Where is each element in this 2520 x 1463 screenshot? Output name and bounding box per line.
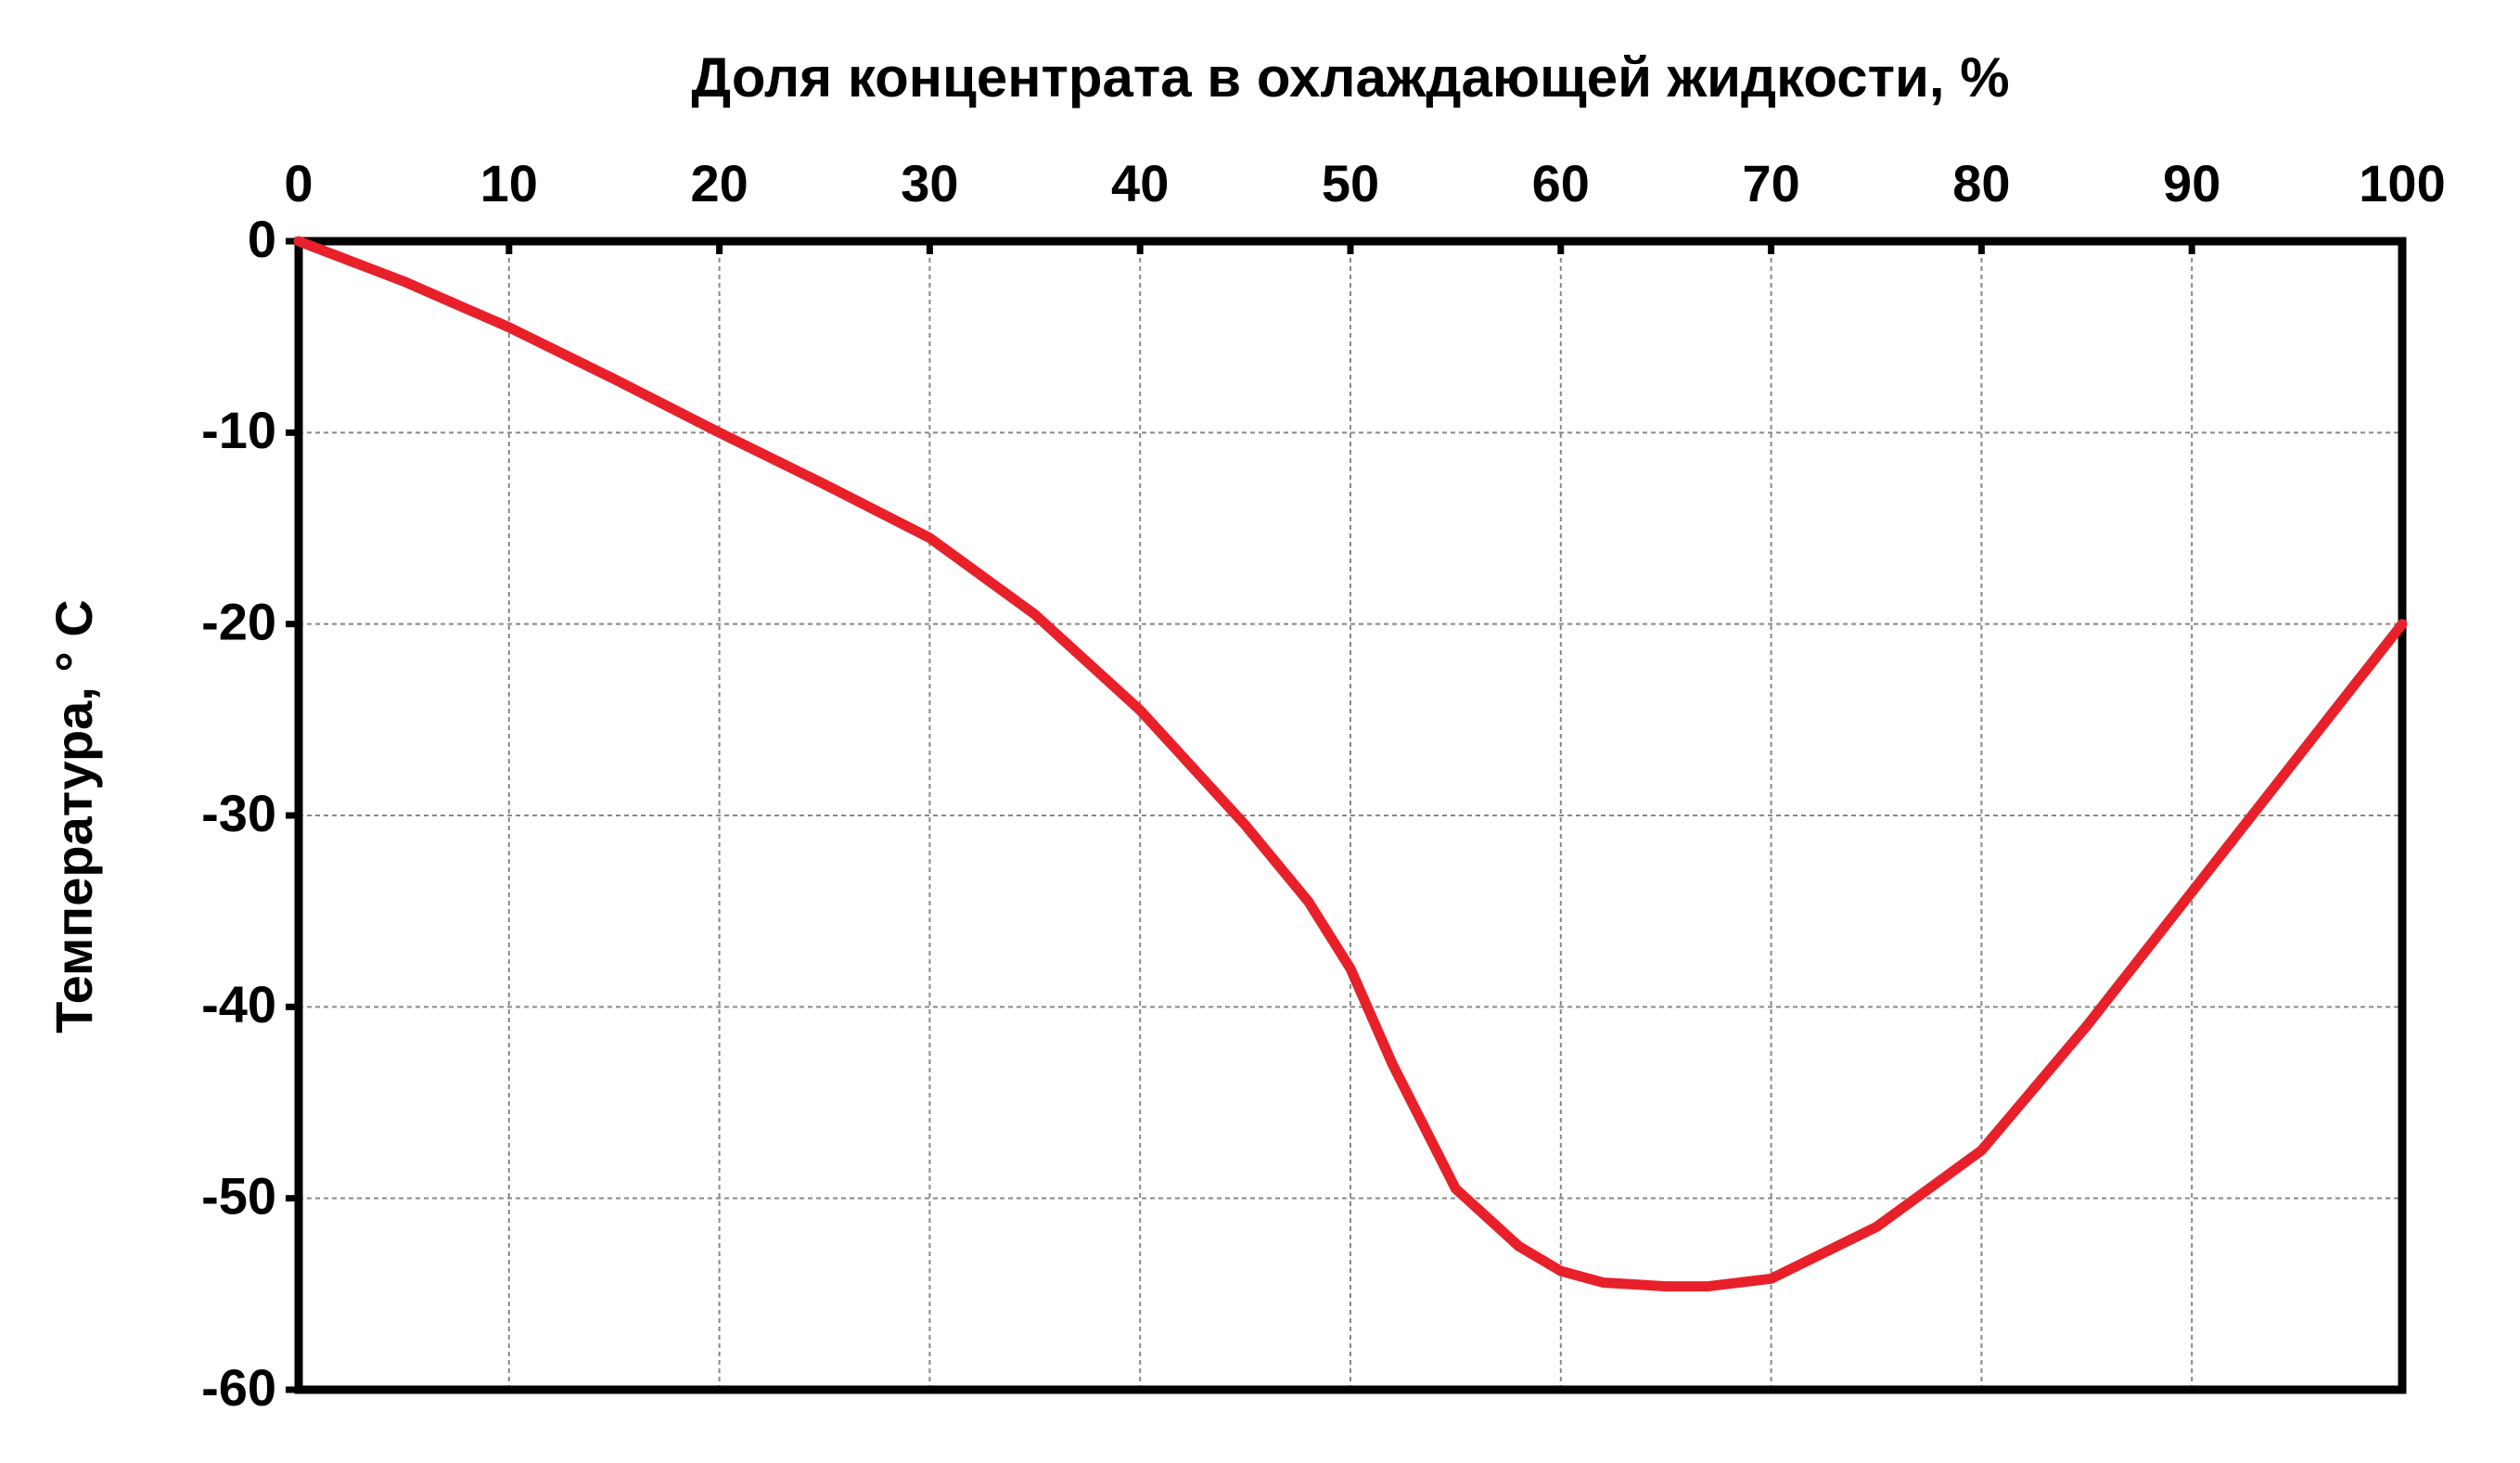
x-tick-label: 20 — [690, 154, 748, 212]
y-tick-label: 0 — [248, 210, 276, 268]
x-tick-label: 80 — [1952, 154, 2010, 212]
data-line — [293, 236, 2408, 1292]
y-axis-label: Температура, ° С — [45, 599, 103, 1033]
y-tick-label: -30 — [201, 784, 276, 842]
chart-title: Доля концентрата в охлаждающей жидкости,… — [691, 46, 2009, 109]
x-tick-label: 0 — [284, 154, 313, 212]
y-tick-label: -40 — [201, 975, 276, 1033]
x-tick-label: 30 — [901, 154, 958, 212]
x-tick-label: 100 — [2359, 154, 2445, 212]
x-tick-label: 40 — [1111, 154, 1169, 212]
x-tick-label: 90 — [2163, 154, 2220, 212]
y-tick-label: -10 — [201, 401, 276, 459]
x-tick-label: 70 — [1742, 154, 1799, 212]
x-tick-label: 10 — [480, 154, 538, 212]
x-tick-label: 50 — [1322, 154, 1379, 212]
y-tick-label: -20 — [201, 592, 276, 650]
y-tick-label: -50 — [201, 1166, 276, 1225]
x-tick-label: 60 — [1532, 154, 1590, 212]
plot-frame — [294, 237, 2407, 1394]
y-tick-label: -60 — [201, 1358, 276, 1417]
